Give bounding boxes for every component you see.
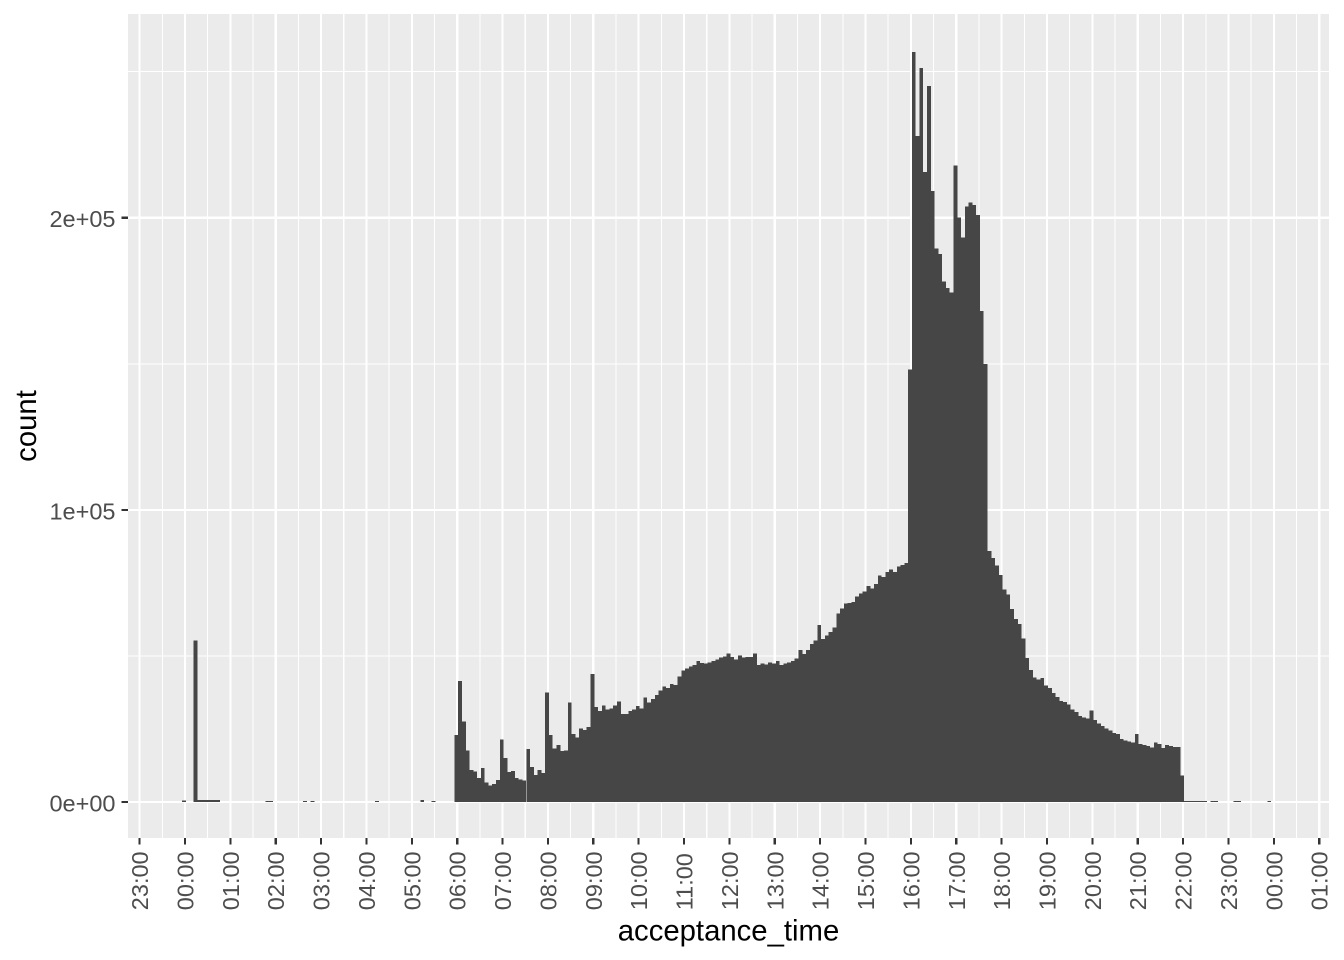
svg-text:count: count <box>10 390 43 462</box>
svg-text:15:00: 15:00 <box>853 851 879 910</box>
svg-text:21:00: 21:00 <box>1125 851 1151 910</box>
svg-text:23:00: 23:00 <box>1216 851 1242 910</box>
svg-text:07:00: 07:00 <box>490 851 516 910</box>
svg-text:08:00: 08:00 <box>535 851 561 910</box>
svg-text:0e+00: 0e+00 <box>49 791 115 817</box>
svg-text:03:00: 03:00 <box>309 851 335 910</box>
svg-text:acceptance_time: acceptance_time <box>618 915 840 948</box>
svg-text:22:00: 22:00 <box>1171 851 1197 910</box>
svg-text:01:00: 01:00 <box>1307 851 1333 910</box>
svg-text:06:00: 06:00 <box>445 851 471 910</box>
svg-text:1e+05: 1e+05 <box>49 498 115 524</box>
svg-text:14:00: 14:00 <box>808 851 834 910</box>
svg-text:2e+05: 2e+05 <box>49 206 115 232</box>
svg-text:17:00: 17:00 <box>944 851 970 910</box>
svg-text:13:00: 13:00 <box>762 851 788 910</box>
svg-text:23:00: 23:00 <box>127 851 153 910</box>
svg-text:04:00: 04:00 <box>354 851 380 910</box>
svg-text:09:00: 09:00 <box>581 851 607 910</box>
svg-text:20:00: 20:00 <box>1080 851 1106 910</box>
svg-text:02:00: 02:00 <box>263 851 289 910</box>
svg-text:05:00: 05:00 <box>399 851 425 910</box>
svg-text:12:00: 12:00 <box>717 851 743 910</box>
svg-text:00:00: 00:00 <box>1261 851 1287 910</box>
svg-text:00:00: 00:00 <box>172 851 198 910</box>
svg-text:11:00: 11:00 <box>672 853 698 910</box>
svg-text:01:00: 01:00 <box>218 851 244 910</box>
svg-text:19:00: 19:00 <box>1035 851 1061 910</box>
svg-text:16:00: 16:00 <box>898 851 924 910</box>
svg-text:10:00: 10:00 <box>626 851 652 910</box>
svg-text:18:00: 18:00 <box>989 851 1015 910</box>
